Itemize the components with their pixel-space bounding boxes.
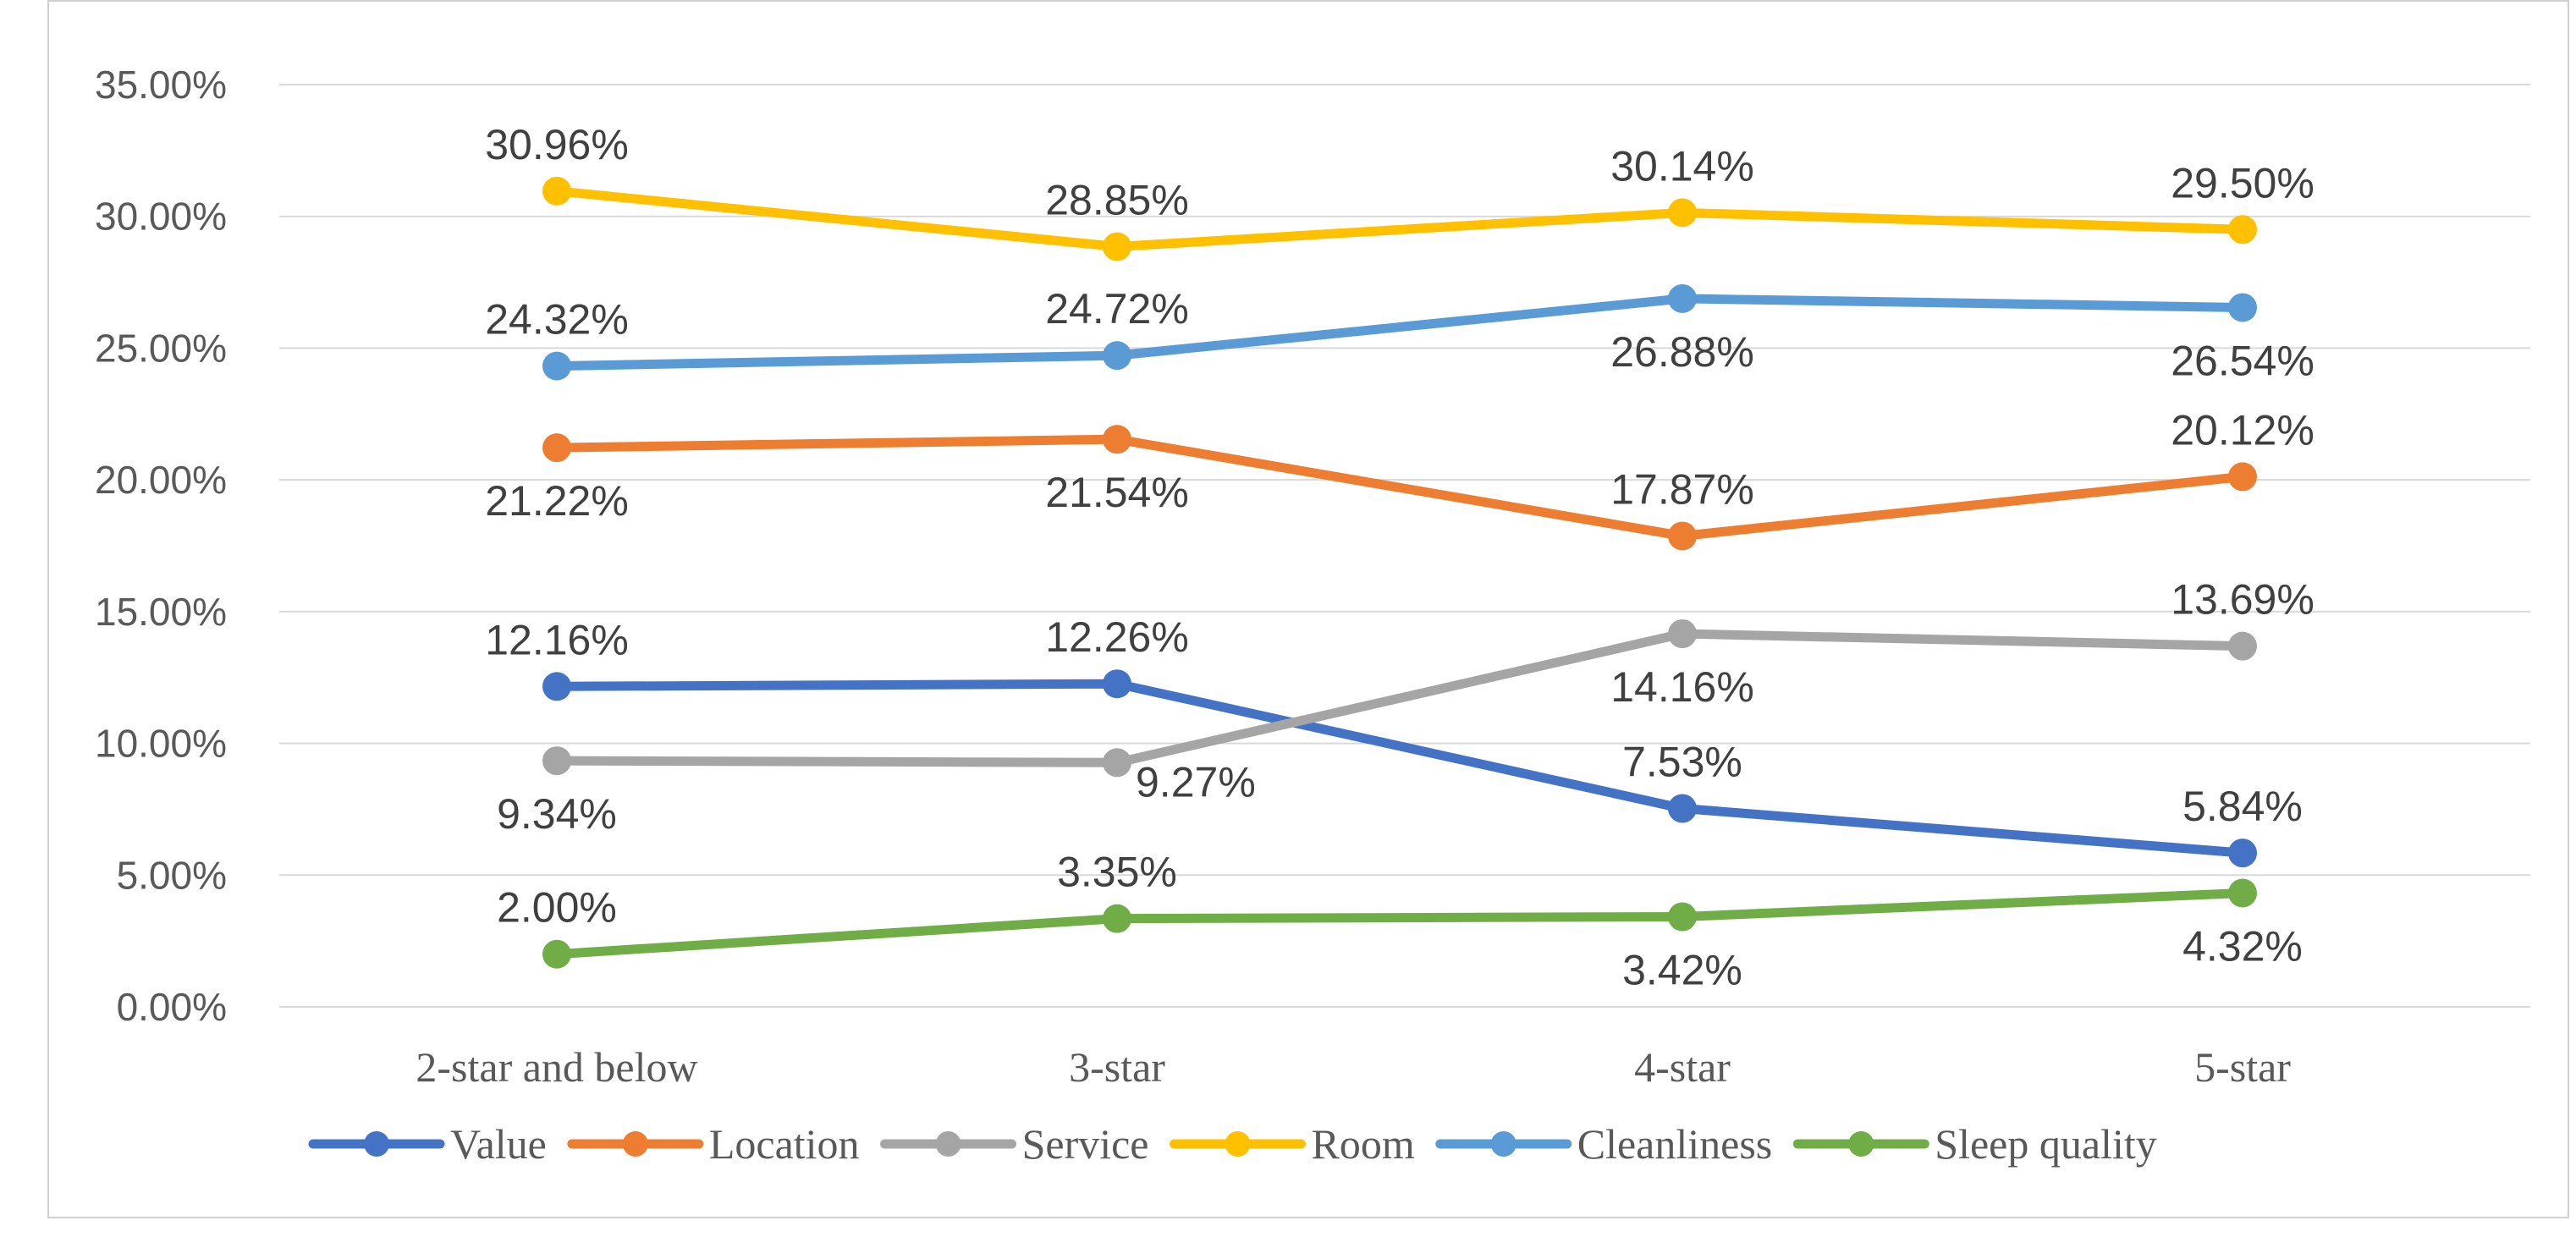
series-line-cleanliness [552, 294, 2248, 371]
data-label-cleanliness: 26.54% [2171, 337, 2315, 384]
data-point-cleanliness [1668, 283, 1697, 313]
data-point-service [1668, 619, 1697, 649]
data-point-room [1668, 198, 1697, 228]
y-tick-label: 15.00% [95, 590, 227, 634]
data-point-room [1103, 232, 1131, 261]
series-sleep-quality [542, 878, 2257, 969]
legend-label: Sleep quality [1935, 1120, 2156, 1168]
data-point-location [1668, 521, 1697, 551]
data-label-value: 7.53% [1622, 738, 1742, 785]
data-point-service [542, 746, 571, 776]
legend-item-cleanliness: Cleanliness [1435, 1120, 1773, 1168]
legend-label: Cleanliness [1577, 1120, 1773, 1168]
data-point-room [2228, 215, 2257, 245]
legend: Value Location Service Room Cleanliness Sleep… [308, 1120, 2157, 1168]
legend-marker [935, 1131, 961, 1157]
data-label-sleep-quality: 3.42% [1622, 946, 1742, 993]
data-point-location [2228, 462, 2257, 492]
data-label-location: 17.87% [1610, 465, 1754, 513]
data-point-sleep-quality [542, 939, 571, 969]
data-label-room: 30.14% [1610, 142, 1754, 190]
y-tick-label: 5.00% [117, 853, 227, 897]
legend-label: Room [1312, 1120, 1415, 1168]
series-value [542, 669, 2257, 868]
data-point-location [542, 433, 571, 463]
gridlines [279, 84, 2530, 1008]
data-labels: 12.16% 12.26% 7.53% 5.84% 21.22% 21.54% 17.87%… [485, 121, 2315, 994]
series-line-location [552, 434, 2248, 541]
data-label-service: 9.27% [1136, 758, 1256, 805]
data-point-value [1668, 794, 1697, 823]
series-cleanliness [542, 283, 2257, 381]
data-point-service [2228, 631, 2257, 661]
series-line-sleep-quality [552, 888, 2248, 959]
legend-marker [622, 1131, 648, 1157]
data-label-room: 28.85% [1045, 177, 1189, 224]
data-point-cleanliness [542, 351, 571, 381]
legend-item-value: Value [308, 1120, 547, 1168]
series-line-service [552, 629, 2248, 767]
legend-marker [1848, 1131, 1874, 1157]
data-label-location: 21.22% [485, 477, 629, 525]
data-label-sleep-quality: 4.32% [2182, 922, 2303, 970]
data-label-service: 13.69% [2171, 576, 2315, 624]
data-label-sleep-quality: 3.35% [1057, 849, 1177, 896]
data-label-sleep-quality: 2.00% [497, 884, 617, 932]
series-location [542, 425, 2257, 551]
data-point-location [1103, 425, 1131, 454]
legend-item-sleep-quality: Sleep quality [1792, 1120, 2157, 1168]
data-label-service: 14.16% [1610, 663, 1754, 711]
data-point-value [2228, 838, 2257, 868]
series-lines [542, 176, 2257, 969]
legend-item-location: Location [567, 1120, 860, 1168]
legend-label: Location [709, 1120, 860, 1168]
legend-label: Value [450, 1120, 547, 1168]
legend-marker [1225, 1131, 1251, 1157]
y-tick-label: 10.00% [95, 722, 227, 766]
data-label-value: 12.16% [485, 616, 629, 663]
y-tick-label: 35.00% [95, 63, 227, 107]
legend-marker [364, 1131, 389, 1157]
data-point-sleep-quality [2228, 878, 2257, 908]
data-label-cleanliness: 24.72% [1045, 285, 1189, 333]
x-axis-ticks: 2-star and below 3-star 4-star 5-star [416, 1043, 2291, 1091]
legend-item-room: Room [1170, 1120, 1415, 1168]
data-label-location: 21.54% [1045, 469, 1189, 516]
data-label-location: 20.12% [2171, 406, 2315, 454]
y-tick-label: 30.00% [95, 195, 227, 239]
data-point-service [1103, 748, 1131, 778]
y-axis-ticks: 0.00% 5.00% 10.00% 15.00% 20.00% 25.00% 30.00%… [95, 63, 227, 1029]
data-label-cleanliness: 26.88% [1610, 328, 1754, 376]
chart-frame [47, 0, 2569, 1218]
data-point-sleep-quality [1103, 904, 1131, 933]
data-point-value [1103, 669, 1131, 699]
data-label-cleanliness: 24.32% [485, 296, 629, 344]
x-tick-label: 3-star [1069, 1043, 1165, 1091]
y-tick-label: 0.00% [117, 985, 227, 1029]
series-room [542, 176, 2257, 261]
data-label-room: 30.96% [485, 121, 629, 168]
data-label-value: 12.26% [1045, 613, 1189, 661]
data-label-service: 9.34% [497, 790, 617, 838]
y-tick-label: 20.00% [95, 458, 227, 502]
y-tick-label: 25.00% [95, 326, 227, 370]
data-point-cleanliness [1103, 341, 1131, 371]
legend-label: Service [1022, 1120, 1149, 1168]
series-line-value [552, 679, 2248, 858]
data-label-value: 5.84% [2182, 783, 2303, 830]
data-point-cleanliness [2228, 293, 2257, 322]
legend-marker [1490, 1131, 1516, 1157]
x-tick-label: 2-star and below [416, 1043, 697, 1091]
legend-item-service: Service [880, 1120, 1149, 1168]
x-tick-label: 4-star [1634, 1043, 1731, 1091]
data-point-room [542, 176, 571, 206]
x-tick-label: 5-star [2194, 1043, 2291, 1091]
data-label-room: 29.50% [2171, 159, 2315, 206]
series-service [542, 619, 2257, 778]
data-point-value [542, 672, 571, 701]
data-point-sleep-quality [1668, 902, 1697, 932]
series-line-room [552, 186, 2248, 252]
